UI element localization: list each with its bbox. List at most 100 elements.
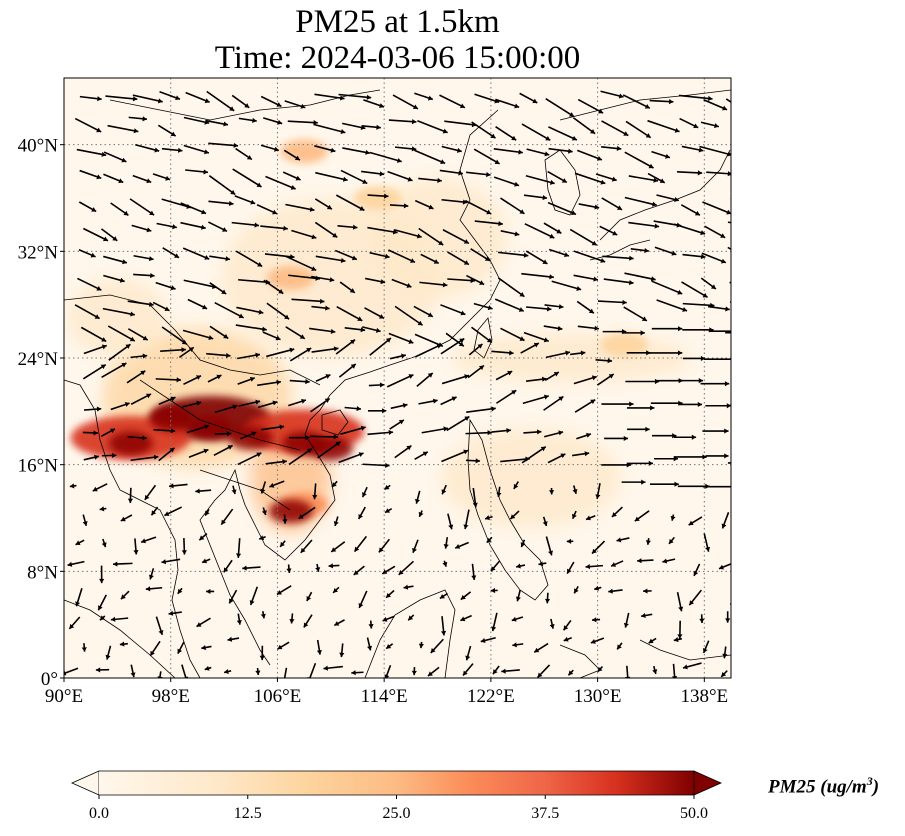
wind-arrow (185, 91, 210, 104)
wind-arrow (261, 424, 285, 431)
wind-arrow (545, 97, 575, 118)
colorbar-tick-label: 50.0 (680, 805, 708, 822)
pm25-core (148, 406, 193, 430)
x-tick-label: 130°E (574, 686, 622, 707)
wind-arrow (702, 428, 729, 434)
wind-arrow (298, 506, 316, 520)
wind-arrow (496, 486, 502, 498)
wind-arrow (282, 514, 288, 524)
wind-arrow (495, 98, 520, 109)
wind-arrow (156, 222, 178, 230)
wind-arrow (235, 250, 263, 268)
wind-arrow (732, 350, 754, 355)
wind-arrow (491, 350, 514, 356)
wind-arrow (549, 487, 555, 495)
wind-arrow (394, 305, 424, 326)
wind-arrow (603, 278, 634, 286)
wind-arrow (223, 668, 232, 675)
wind-arrow (414, 149, 446, 165)
wind-arrow (344, 406, 362, 412)
wind-arrow (103, 274, 125, 283)
wind-arrow (234, 195, 256, 205)
wind-arrow (677, 620, 683, 639)
wind-arrow (259, 645, 265, 661)
wind-arrow (162, 247, 180, 259)
wind-arrow (474, 220, 503, 227)
wind-arrow (699, 614, 705, 624)
wind-arrow (548, 147, 573, 154)
wind-arrow (99, 615, 106, 621)
wind-arrow (227, 636, 240, 642)
wind-arrow (548, 126, 578, 141)
wind-arrow (604, 435, 629, 442)
wind-vectors (64, 90, 754, 678)
wind-arrow (473, 148, 500, 165)
wind-arrow (727, 462, 731, 464)
wind-arrow (673, 637, 683, 643)
x-tick-label: 114°E (361, 686, 408, 707)
wind-arrow (572, 451, 590, 457)
wind-arrow (543, 222, 562, 234)
wind-arrow (439, 592, 448, 600)
wind-arrow (208, 221, 228, 233)
wind-arrow (520, 342, 540, 354)
wind-arrow (543, 395, 564, 411)
wind-arrow (206, 90, 235, 112)
wind-arrow (430, 638, 444, 654)
wind-arrow (421, 426, 449, 434)
wind-arrow (626, 405, 655, 411)
wind-arrow (682, 662, 702, 670)
wind-arrow (168, 610, 182, 616)
wind-arrow (577, 98, 604, 114)
wind-arrow (447, 251, 470, 266)
wind-arrow (201, 645, 212, 651)
wind-arrow (311, 346, 339, 353)
wind-arrow (265, 175, 296, 190)
wind-arrow (545, 350, 571, 359)
colorbar-max-extend (693, 770, 722, 796)
wind-arrow (195, 488, 212, 494)
wind-arrow (570, 350, 586, 356)
wind-arrow (236, 306, 264, 315)
wind-arrow (443, 537, 449, 549)
wind-arrow (103, 151, 127, 163)
wind-arrow (131, 224, 152, 233)
y-tick-label: 40°N (18, 136, 59, 157)
wind-arrow (526, 148, 550, 157)
wind-arrow (725, 98, 731, 104)
wind-arrow (515, 589, 521, 602)
wind-arrow (525, 306, 552, 312)
wind-arrow (277, 641, 290, 650)
wind-arrow (283, 667, 288, 678)
pm25-hotspot (266, 266, 315, 290)
wind-arrow (177, 641, 185, 654)
wind-arrow (363, 99, 385, 108)
wind-arrow (279, 540, 286, 548)
wind-arrow (573, 585, 579, 594)
wind-arrow (158, 396, 176, 406)
wind-arrow (367, 226, 398, 235)
wind-arrow (403, 584, 414, 590)
wind-arrow (183, 375, 202, 386)
wind-arrow (155, 616, 164, 636)
wind-arrow (83, 454, 100, 461)
wind-arrow (332, 586, 340, 594)
wind-arrow (310, 397, 331, 413)
wind-arrow (183, 144, 210, 155)
wind-arrow (463, 509, 470, 530)
wind-arrow (621, 479, 646, 485)
wind-arrow (314, 198, 333, 210)
wind-arrow (101, 362, 127, 379)
wind-arrow (472, 487, 478, 508)
wind-arrow (693, 563, 701, 577)
map-frame (63, 77, 732, 679)
wind-arrow (418, 510, 424, 518)
wind-arrow (382, 615, 395, 622)
wind-arrow (623, 612, 630, 628)
wind-arrow (624, 272, 656, 282)
wind-arrow (509, 510, 520, 520)
wind-arrow (113, 561, 133, 567)
wind-arrow (133, 538, 139, 555)
wind-arrow (223, 559, 233, 573)
wind-arrow (551, 280, 582, 291)
